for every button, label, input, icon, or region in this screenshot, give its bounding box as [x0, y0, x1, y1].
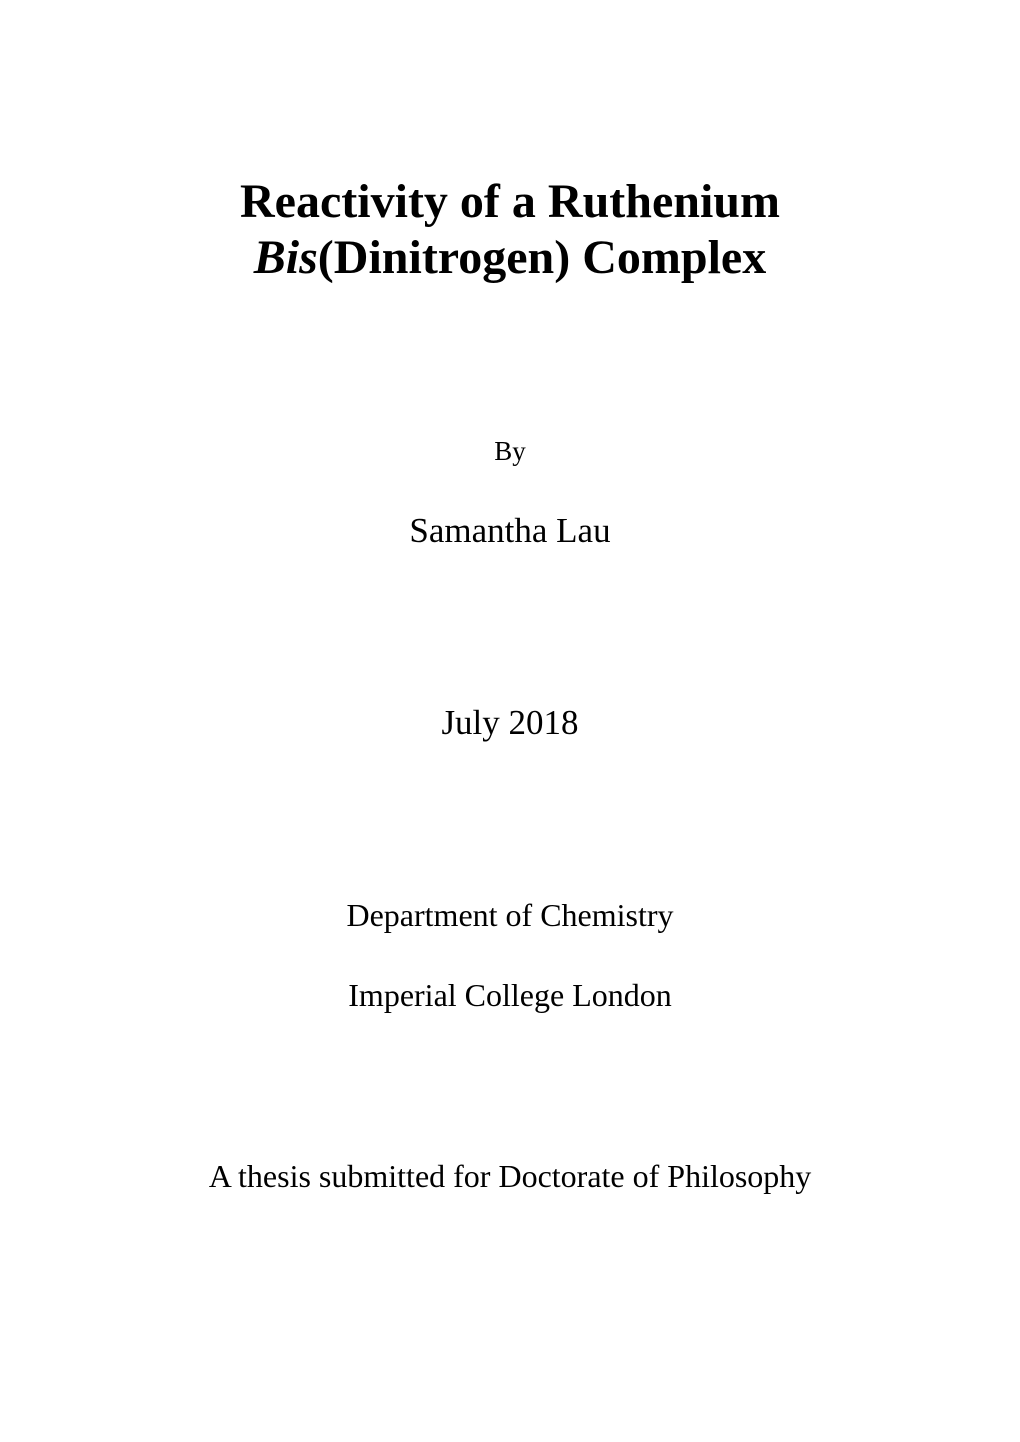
author-name: Samantha Lau [409, 510, 610, 552]
title-page: Reactivity of a Ruthenium Bis(Dinitrogen… [0, 0, 1020, 1442]
department: Department of Chemistry [346, 896, 673, 934]
by-label: By [494, 435, 526, 467]
thesis-title: Reactivity of a Ruthenium Bis(Dinitrogen… [240, 174, 780, 285]
submission-date: July 2018 [441, 702, 578, 744]
submission-statement: A thesis submitted for Doctorate of Phil… [209, 1157, 812, 1195]
title-line-2: Bis(Dinitrogen) Complex [240, 230, 780, 286]
title-line-2-rest: (Dinitrogen) Complex [318, 231, 766, 284]
title-italic-prefix: Bis [254, 231, 318, 284]
institution: Imperial College London [348, 976, 671, 1014]
title-line-1: Reactivity of a Ruthenium [240, 174, 780, 230]
